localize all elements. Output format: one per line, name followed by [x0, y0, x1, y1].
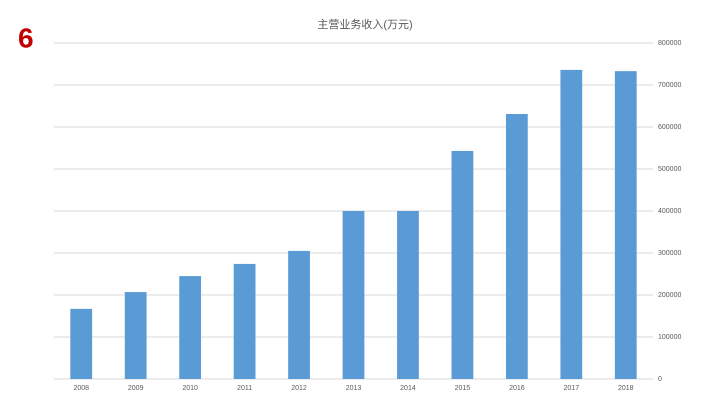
y-tick-label: 700000: [658, 82, 681, 89]
page-number: 6: [18, 22, 34, 53]
bar: [342, 211, 365, 379]
bar: [397, 211, 419, 379]
x-tick-label: 2018: [618, 385, 634, 392]
x-tick-label: 2017: [564, 385, 580, 392]
bar: [505, 113, 528, 379]
bar: [288, 250, 310, 379]
x-tick-label: 2010: [182, 385, 198, 392]
x-tick-label: 2016: [509, 385, 525, 392]
x-tick-label: 2015: [455, 385, 471, 392]
x-tick-label: 2009: [128, 385, 144, 392]
x-tick-label: 2014: [400, 385, 416, 392]
y-tick-label: 200000: [658, 292, 681, 299]
y-tick-label: 600000: [658, 124, 681, 131]
y-tick-label: 500000: [658, 166, 681, 173]
x-tick-label: 2012: [291, 385, 307, 392]
bar: [233, 263, 256, 379]
bar: [124, 292, 147, 379]
bar: [451, 150, 474, 379]
x-tick-label: 2008: [73, 385, 89, 392]
y-tick-label: 400000: [658, 208, 681, 215]
x-tick-label: 2011: [237, 385, 252, 392]
bar: [70, 308, 93, 379]
y-tick-label: 100000: [658, 334, 681, 341]
bar: [614, 71, 637, 379]
y-tick-label: 300000: [658, 250, 681, 257]
y-tick-label: 800000: [658, 40, 681, 47]
bar: [179, 276, 202, 379]
x-tick-label: 2013: [346, 385, 362, 392]
bar: [560, 69, 583, 379]
chart-title: 主营业务收入(万元): [317, 17, 412, 31]
y-tick-label: 0: [658, 376, 662, 383]
